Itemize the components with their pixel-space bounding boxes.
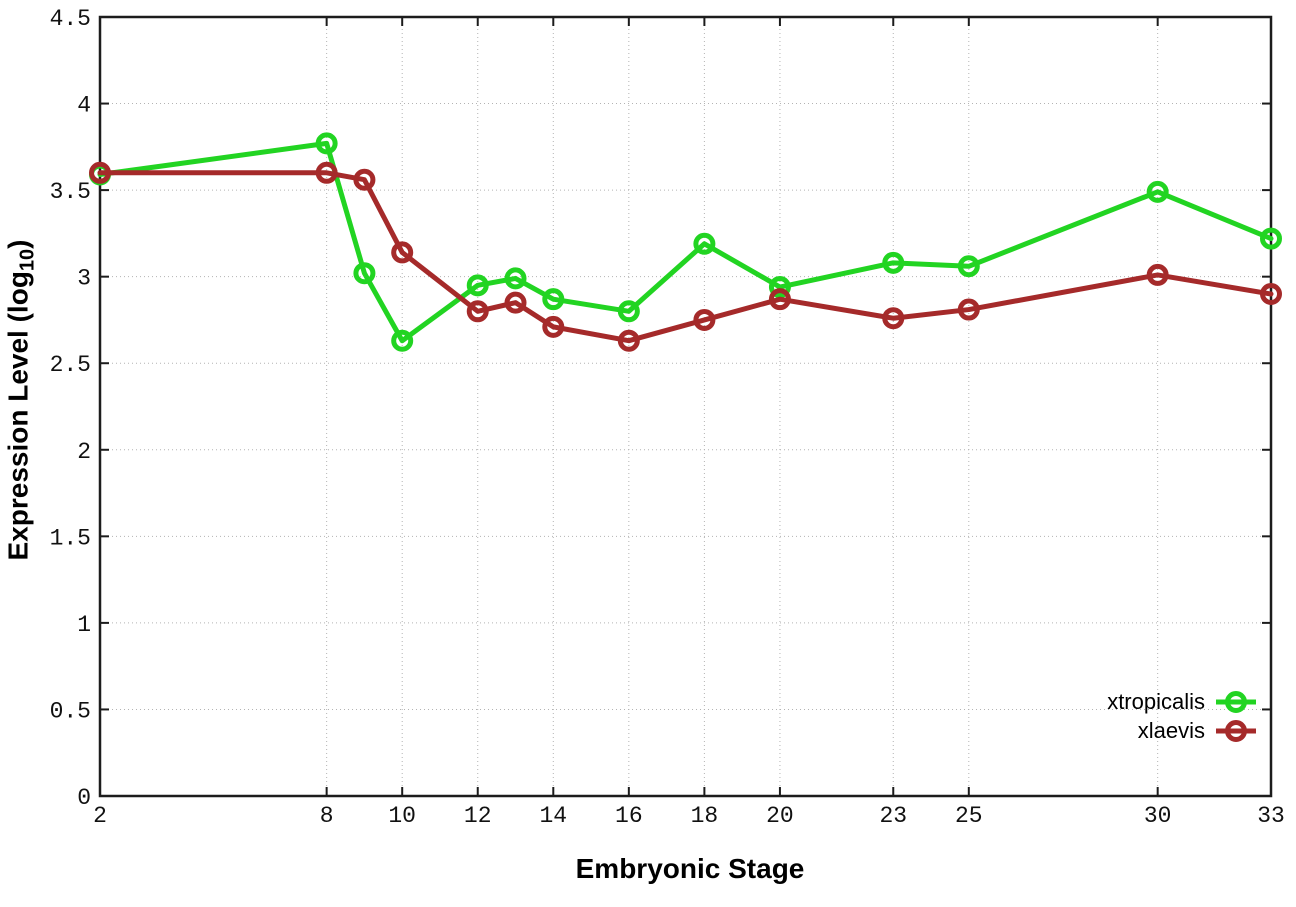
legend-label-xlaevis: xlaevis — [1137, 717, 1205, 743]
x-tick-label: 2 — [93, 803, 107, 829]
y-tick-label: 1.5 — [50, 525, 91, 551]
plot-border — [98, 15, 1273, 798]
data-point-xlaevis — [466, 300, 489, 323]
x-tick-label: 20 — [766, 803, 794, 829]
data-point-xtropicalis — [768, 276, 791, 299]
legend-item-xtropicalis: xtropicalis — [1107, 687, 1258, 716]
data-point-xtropicalis — [353, 262, 376, 285]
legend-label-xtropicalis: xtropicalis — [1107, 688, 1205, 714]
data-point-xlaevis — [957, 298, 980, 321]
x-tick-label: 18 — [691, 803, 719, 829]
data-point-xtropicalis — [315, 132, 338, 155]
x-tick-label: 16 — [615, 803, 643, 829]
y-tick-label: 3.5 — [50, 179, 91, 205]
legend-item-xlaevis: xlaevis — [1107, 716, 1258, 745]
x-tick-label: 30 — [1144, 803, 1172, 829]
data-point-xtropicalis — [693, 232, 716, 255]
y-tick-label: 0.5 — [50, 698, 91, 724]
data-point-xtropicalis — [1260, 227, 1282, 250]
data-point-xlaevis — [89, 161, 111, 184]
legend-circle-icon — [1225, 719, 1247, 742]
data-point-xlaevis — [504, 291, 527, 314]
y-tick-label: 2 — [77, 439, 91, 465]
data-point-xtropicalis — [504, 267, 527, 290]
y-tick-label: 0 — [77, 785, 91, 811]
series-line-xtropicalis — [97, 140, 1274, 344]
data-point-xlaevis — [882, 307, 905, 330]
x-tick-label: 10 — [388, 803, 416, 829]
y-tick-label: 4.5 — [50, 6, 91, 32]
y-axis-title-subscript: 10 — [16, 248, 39, 272]
y-axis-title-text: Expression Level (log — [2, 271, 34, 561]
y-axis-title: Expression Level (log10) — [3, 240, 40, 561]
legend-circle-icon — [1225, 690, 1247, 713]
data-point-xlaevis — [693, 308, 716, 331]
y-tick-label: 2.5 — [50, 352, 91, 378]
data-point-xlaevis — [315, 161, 338, 184]
x-axis-title: Embryonic Stage — [575, 853, 805, 884]
data-point-xlaevis — [353, 168, 376, 191]
data-point-xlaevis — [391, 241, 414, 264]
x-tick-label: 8 — [320, 803, 334, 829]
data-point-xtropicalis — [466, 274, 489, 297]
y-tick-label: 1 — [77, 612, 91, 638]
data-point-xlaevis — [617, 329, 640, 352]
y-axis-title-close: ) — [2, 239, 34, 249]
x-tick-label: 23 — [879, 803, 907, 829]
x-tick-label: 12 — [464, 803, 492, 829]
data-point-xlaevis — [1260, 282, 1282, 305]
legend-sample-xtropicalis — [1216, 690, 1256, 713]
data-point-xtropicalis — [882, 251, 905, 274]
y-tick-label: 3 — [77, 266, 91, 292]
legend: xtropicalis xlaevis — [1107, 687, 1258, 745]
data-point-xtropicalis — [617, 300, 640, 323]
data-point-xlaevis — [1146, 263, 1169, 286]
data-point-xtropicalis — [957, 255, 980, 278]
y-tick-label: 4 — [77, 93, 91, 119]
series-line-xlaevis — [97, 170, 1274, 344]
x-tick-label: 25 — [955, 803, 983, 829]
data-point-xtropicalis — [391, 329, 414, 352]
data-point-xlaevis — [768, 288, 791, 311]
legend-sample-xlaevis — [1216, 719, 1256, 742]
data-point-xtropicalis — [542, 288, 565, 311]
x-tick-label: 14 — [539, 803, 567, 829]
data-point-xlaevis — [542, 315, 565, 338]
data-point-xtropicalis — [1146, 180, 1169, 203]
x-tick-label: 33 — [1257, 803, 1285, 829]
